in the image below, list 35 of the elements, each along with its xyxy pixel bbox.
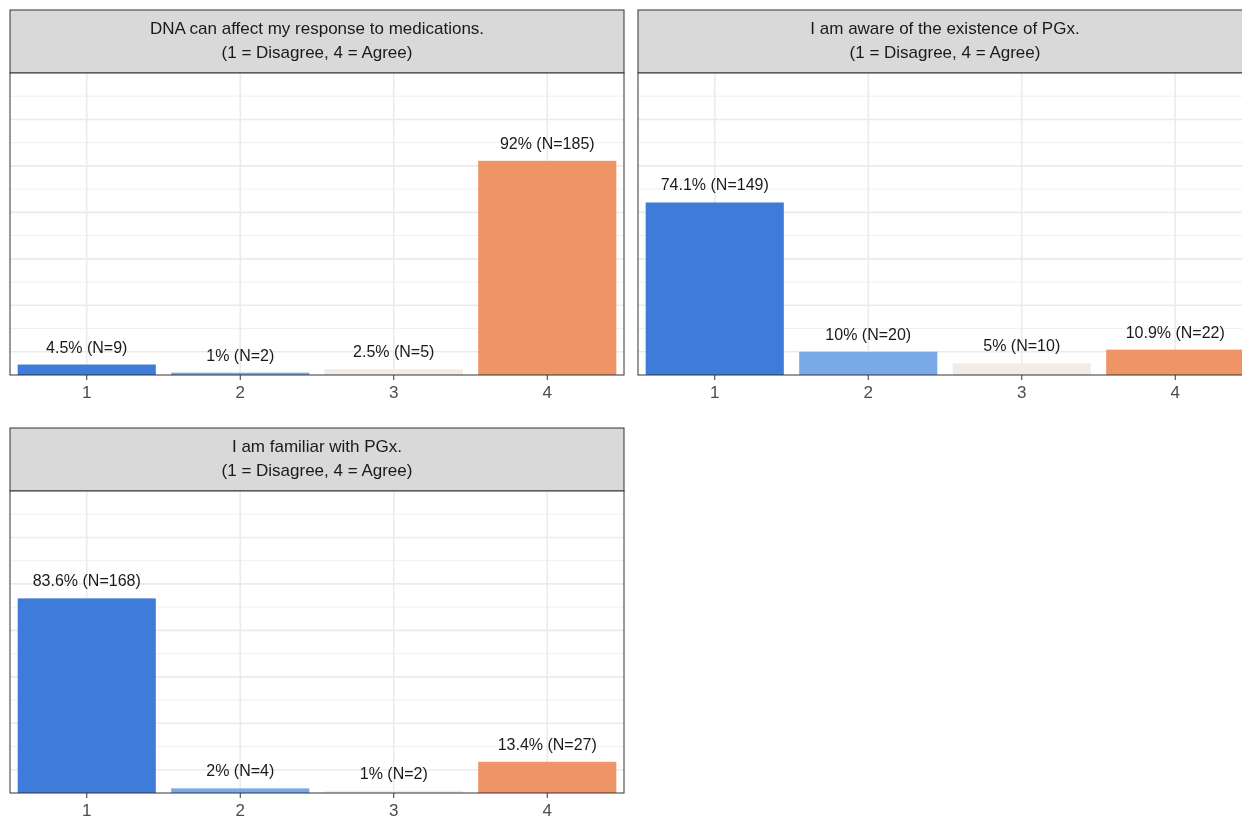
data-label: 2.5% (N=5) [353,343,435,361]
chart-title: I am familiar with PGx. [231,437,403,456]
x-tick-label: 1 [82,801,92,820]
data-label: 10.9% (N=22) [1125,323,1225,341]
chart-title: I am aware of the existence of PGx. [810,19,1080,38]
x-tick-label: 3 [389,383,399,402]
x-tick-label: 2 [863,383,873,402]
bar [478,160,617,375]
data-label: 1% (N=2) [359,764,428,782]
bar [799,351,938,375]
data-label: 74.1% (N=149) [660,176,769,194]
x-tick-label: 2 [235,383,245,402]
x-tick-label: 3 [1017,383,1027,402]
data-label: 2% (N=4) [206,762,275,780]
x-tick-label: 1 [82,383,92,402]
chart-subtitle: (1 = Disagree, 4 = Agree) [849,43,1041,62]
chart-subtitle: (1 = Disagree, 4 = Agree) [221,43,413,62]
chart-title: DNA can affect my response to medications. [149,19,485,38]
chart-subtitle: (1 = Disagree, 4 = Agree) [221,461,413,480]
data-label: 4.5% (N=9) [46,338,128,356]
data-label: 10% (N=20) [825,325,912,343]
bar [17,598,156,793]
x-tick-label: 2 [235,801,245,820]
data-label: 5% (N=10) [983,337,1061,355]
x-tick-label: 4 [1170,383,1180,402]
bar [645,202,784,375]
data-label: 1% (N=2) [206,346,275,364]
x-tick-label: 1 [710,383,720,402]
x-tick-label: 4 [542,383,552,402]
data-label: 83.6% (N=168) [32,572,141,590]
data-label: 13.4% (N=27) [497,735,597,753]
x-tick-label: 4 [542,801,552,820]
bar [478,761,617,793]
data-label: 92% (N=185) [499,134,595,152]
x-tick-label: 3 [389,801,399,820]
